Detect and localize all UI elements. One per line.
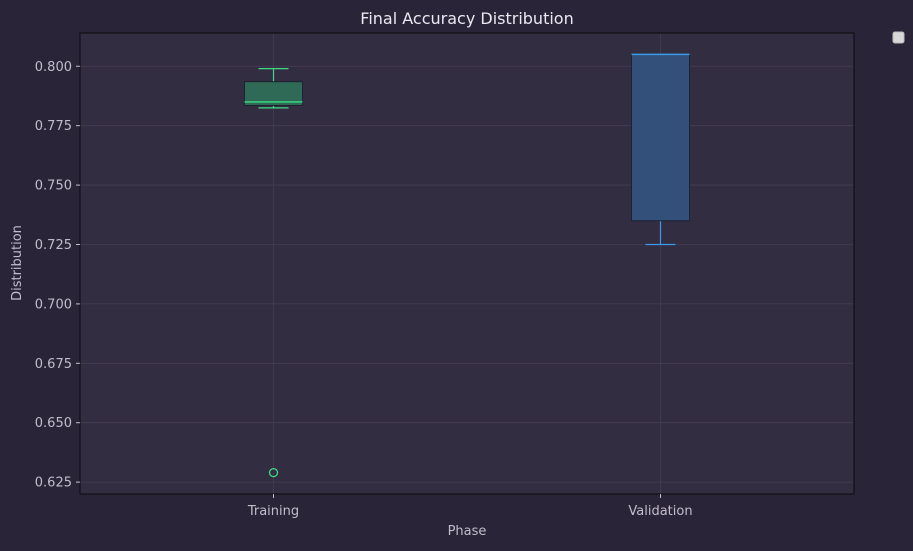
- chart-title: Final Accuracy Distribution: [360, 9, 573, 28]
- plot-area: [80, 33, 854, 494]
- y-axis-ticks: 0.625 0.650 0.675 0.700 0.725 0.750 0.775 0.800: [35, 60, 80, 491]
- x-tick-label: Validation: [628, 504, 692, 519]
- x-axis-ticks: Training Validation: [247, 494, 693, 519]
- x-axis-label: Phase: [448, 524, 487, 539]
- box-body: [631, 53, 690, 222]
- y-tick-label: 0.725: [35, 238, 72, 253]
- y-tick-label: 0.625: [35, 476, 72, 491]
- y-tick-label: 0.800: [35, 60, 72, 75]
- y-tick-label: 0.750: [35, 179, 72, 194]
- x-tick-label: Training: [247, 504, 299, 519]
- y-tick-label: 0.775: [35, 119, 72, 134]
- box-validation: [631, 53, 690, 246]
- box-body: [244, 81, 303, 106]
- y-axis-label: Distribution: [10, 225, 25, 301]
- y-tick-label: 0.650: [35, 416, 72, 431]
- box-training: [244, 68, 303, 478]
- legend-box: [892, 31, 905, 44]
- y-tick-label: 0.700: [35, 297, 72, 312]
- outlier-point: [268, 467, 279, 478]
- y-tick-label: 0.675: [35, 357, 72, 372]
- grid-lines: [80, 33, 854, 494]
- boxes: [244, 53, 690, 478]
- axes-frame: [79, 32, 855, 495]
